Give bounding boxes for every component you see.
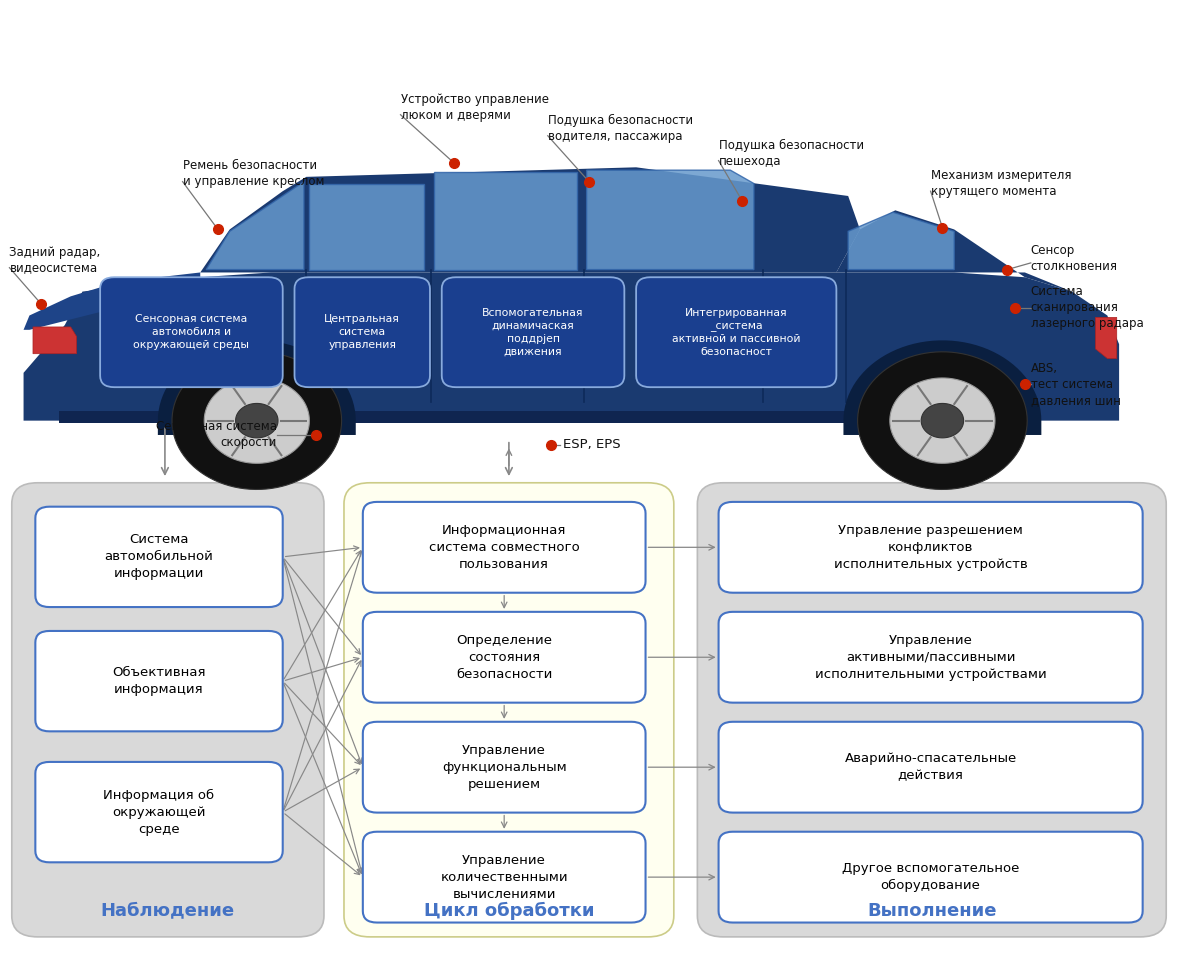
FancyBboxPatch shape <box>35 631 283 731</box>
Text: Определение
состояния
безопасности: Определение состояния безопасности <box>456 634 552 681</box>
Text: Управление
количественными
вычислениями: Управление количественными вычислениями <box>441 854 568 901</box>
Polygon shape <box>889 378 995 464</box>
FancyBboxPatch shape <box>363 612 646 703</box>
Polygon shape <box>1096 317 1117 358</box>
Polygon shape <box>836 210 1072 292</box>
Text: Выполнение: Выполнение <box>867 902 997 920</box>
FancyBboxPatch shape <box>363 722 646 813</box>
Polygon shape <box>843 340 1041 435</box>
Text: Сенсорная система
автомобиля и
окружающей среды: Сенсорная система автомобиля и окружающе… <box>133 315 250 350</box>
Polygon shape <box>921 403 964 438</box>
Text: Система
сканирования
лазерного радара: Система сканирования лазерного радара <box>1031 285 1144 331</box>
Polygon shape <box>24 272 1119 421</box>
FancyBboxPatch shape <box>363 502 646 593</box>
Text: Центральная
система
управления: Центральная система управления <box>324 315 401 350</box>
Text: Устройство управление
люком и дверями: Устройство управление люком и дверями <box>401 93 549 121</box>
Polygon shape <box>158 340 356 435</box>
Polygon shape <box>172 352 342 489</box>
Polygon shape <box>587 170 754 270</box>
FancyBboxPatch shape <box>12 483 324 937</box>
Polygon shape <box>24 272 200 330</box>
FancyBboxPatch shape <box>719 612 1143 703</box>
Polygon shape <box>59 411 1025 423</box>
Text: Задний радар,
видеосистема: Задний радар, видеосистема <box>9 246 100 274</box>
Text: Наблюдение: Наблюдение <box>101 902 234 920</box>
Text: Сенсорная система
скорости: Сенсорная система скорости <box>155 421 277 449</box>
Text: Интегрированная
_система
активной и пассивной
безопасност: Интегрированная _система активной и пасс… <box>671 308 801 357</box>
Polygon shape <box>848 212 954 270</box>
Text: Система
автомобильной
информации: Система автомобильной информации <box>105 533 213 580</box>
Text: Ремень безопасности
и управление креслом: Ремень безопасности и управление креслом <box>183 160 324 188</box>
FancyBboxPatch shape <box>344 483 674 937</box>
Text: ABS,
тест система
давления шин: ABS, тест система давления шин <box>1031 361 1120 407</box>
Text: Управление разрешением
конфликтов
исполнительных устройств: Управление разрешением конфликтов исполн… <box>834 524 1027 571</box>
Text: Подушка безопасности
водителя, пассажира: Подушка безопасности водителя, пассажира <box>548 114 693 142</box>
Polygon shape <box>33 327 77 354</box>
FancyBboxPatch shape <box>719 502 1143 593</box>
FancyBboxPatch shape <box>100 277 283 387</box>
Text: Сенсор
столкновения: Сенсор столкновения <box>1031 244 1118 272</box>
FancyBboxPatch shape <box>636 277 836 387</box>
FancyBboxPatch shape <box>719 722 1143 813</box>
Text: Цикл обработки: Цикл обработки <box>424 902 594 920</box>
FancyBboxPatch shape <box>294 277 430 387</box>
FancyBboxPatch shape <box>442 277 624 387</box>
FancyBboxPatch shape <box>35 507 283 607</box>
Text: Вспомогательная
динамичаская
поддрjеп
движения: Вспомогательная динамичаская поддрjеп дв… <box>482 308 584 357</box>
Text: Управление
функциональным
решением: Управление функциональным решением <box>442 744 567 791</box>
FancyBboxPatch shape <box>363 832 646 923</box>
Text: Управление
активными/пассивными
исполнительными устройствами: Управление активными/пассивными исполнит… <box>815 634 1046 681</box>
Text: ESP, EPS: ESP, EPS <box>563 438 621 451</box>
Polygon shape <box>236 403 278 438</box>
Text: Информация об
окружающей
среде: Информация об окружающей среде <box>104 789 214 836</box>
Polygon shape <box>204 378 310 464</box>
Polygon shape <box>858 352 1027 489</box>
Text: Механизм измерителя
крутящего момента: Механизм измерителя крутящего момента <box>931 169 1071 198</box>
FancyBboxPatch shape <box>35 762 283 862</box>
Text: Аварийно-спасательные
действия: Аварийно-спасательные действия <box>845 752 1017 782</box>
Polygon shape <box>206 182 304 270</box>
FancyBboxPatch shape <box>697 483 1166 937</box>
Text: Информационная
система совместного
пользования: Информационная система совместного польз… <box>429 524 580 571</box>
Text: Объективная
информация: Объективная информация <box>112 666 206 696</box>
Polygon shape <box>309 184 424 270</box>
FancyBboxPatch shape <box>719 832 1143 923</box>
Text: Подушка безопасности
пешехода: Подушка безопасности пешехода <box>719 139 863 167</box>
Text: Другое вспомогательное
оборудование: Другое вспомогательное оборудование <box>842 862 1019 892</box>
Polygon shape <box>200 167 860 272</box>
Polygon shape <box>434 172 577 270</box>
